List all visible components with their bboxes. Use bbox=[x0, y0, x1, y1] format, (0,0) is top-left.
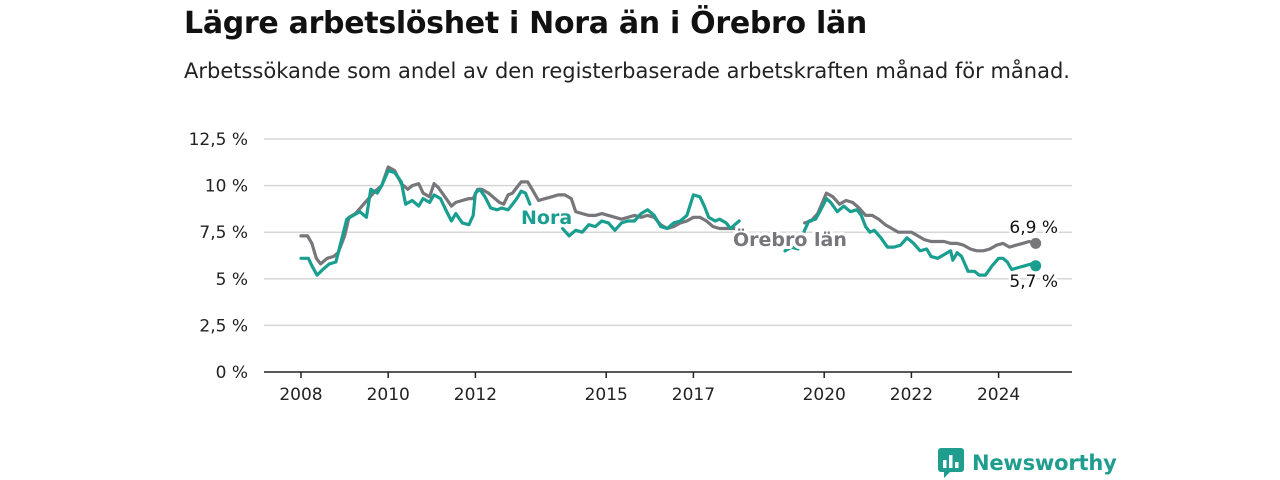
x-axis: 2008 2010 2012 2015 2017 2020 2022 2024 bbox=[264, 371, 1072, 405]
series-line-nora bbox=[561, 193, 741, 238]
x-tick-label: 2012 bbox=[454, 385, 497, 405]
end-point-nora bbox=[1030, 260, 1042, 272]
chart-subtitle: Arbetssökande som andel av den registerb… bbox=[184, 59, 1070, 83]
line-chart: 0 %2,5 %5 %7,5 %10 %12,5 % 2008 2010 2012 2… bbox=[189, 130, 1072, 405]
end-point-orebro bbox=[1030, 237, 1042, 249]
y-tick-label: 2,5 % bbox=[199, 316, 248, 336]
series-label-orebro: Örebro län bbox=[733, 227, 847, 251]
x-tick-label: 2008 bbox=[279, 385, 322, 405]
y-tick-label: 10 % bbox=[205, 177, 248, 197]
end-value-label-nora: 5,7 % bbox=[1009, 272, 1058, 292]
newsworthy-logo: Newsworthy bbox=[938, 448, 1117, 478]
x-tick-label: 2024 bbox=[977, 385, 1020, 405]
bar-chart-icon bbox=[938, 448, 964, 478]
y-tick-label: 12,5 % bbox=[189, 130, 248, 150]
x-tick-label: 2017 bbox=[672, 385, 715, 405]
chart-title: Lägre arbetslöshet i Nora än i Örebro lä… bbox=[184, 6, 867, 41]
y-tick-label: 7,5 % bbox=[199, 223, 248, 243]
series-line-nora bbox=[299, 169, 532, 277]
y-axis-tick-labels: 0 % 2,5 % 5 % 7,5 % 10 % 12,5 % bbox=[189, 130, 248, 383]
gridlines bbox=[264, 138, 1072, 327]
series-lines bbox=[299, 165, 1042, 277]
y-tick-label: 5 % bbox=[216, 270, 248, 290]
series-label-nora: Nora bbox=[521, 207, 572, 229]
x-tick-label: 2022 bbox=[890, 385, 933, 405]
series-line-nora bbox=[783, 197, 1038, 277]
brand-name: Newsworthy bbox=[972, 451, 1117, 475]
y-tick-label: 0 % bbox=[216, 363, 248, 383]
x-tick-label: 2010 bbox=[367, 385, 410, 405]
series-line-orebro bbox=[803, 191, 1038, 253]
x-tick-label: 2020 bbox=[803, 385, 846, 405]
series-labels: Nora Örebro län 6,9 % 5,7 % bbox=[518, 204, 1061, 295]
end-value-label-orebro: 6,9 % bbox=[1009, 218, 1058, 238]
x-tick-label: 2015 bbox=[585, 385, 628, 405]
